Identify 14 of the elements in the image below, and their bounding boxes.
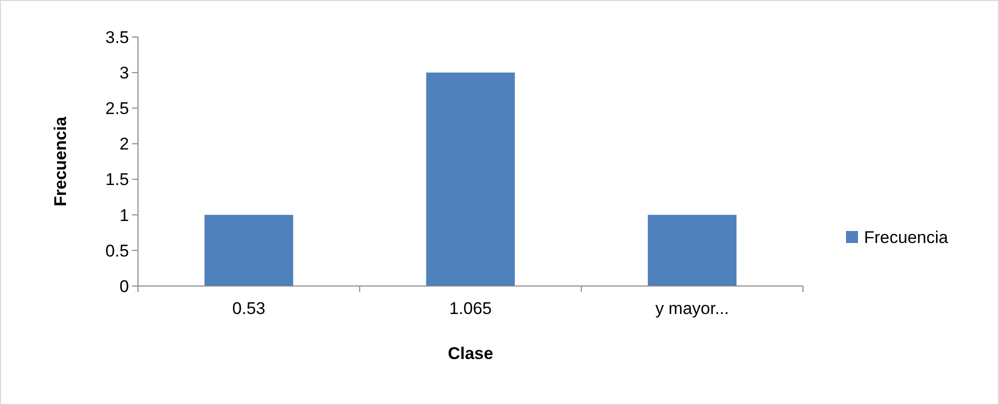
y-tick-label: 3.5	[105, 28, 129, 47]
legend-label: Frecuencia	[864, 228, 949, 247]
x-tick-label: 0.53	[232, 299, 266, 318]
y-tick-label: 1	[120, 206, 129, 225]
x-axis-title: Clase	[448, 344, 494, 363]
x-tick-label: y mayor...	[655, 299, 730, 318]
y-axis-title: Frecuencia	[51, 116, 70, 206]
y-tick-label: 2.5	[105, 99, 129, 118]
y-tick-label: 2	[120, 134, 129, 154]
y-tick-label: 1.5	[105, 170, 129, 190]
y-tick-label: 0	[120, 276, 129, 296]
x-tick-label: 1.065	[449, 299, 492, 318]
y-tick-label: 3	[120, 64, 129, 83]
y-tick-label: 0.5	[105, 241, 129, 260]
